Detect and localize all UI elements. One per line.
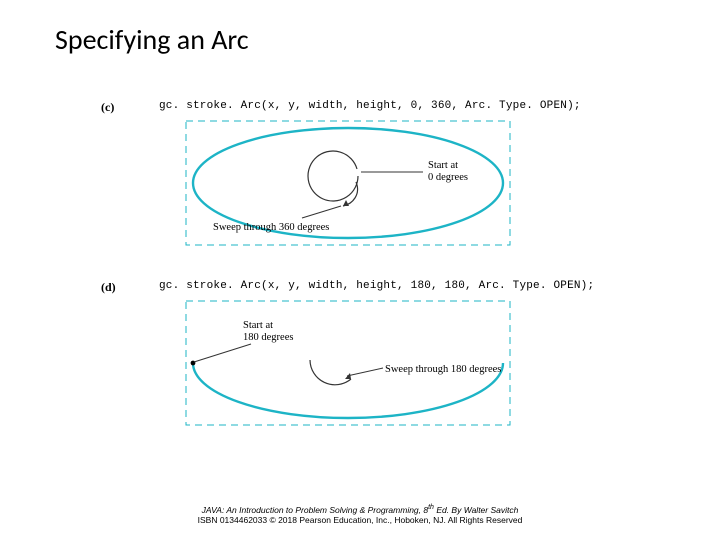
figure-d-code: gc. stroke. Arc(x, y, width, height, 180…: [159, 280, 605, 292]
figure-c-label: (c): [101, 100, 114, 115]
footer-line1-b: , 8: [419, 505, 428, 515]
sweep-label: Sweep through 180 degrees: [385, 364, 501, 375]
start-leader: [194, 344, 251, 362]
figure-d-label: (d): [101, 280, 116, 295]
page-title: Specifying an Arc: [55, 22, 249, 57]
sweep-label: Sweep through 360 degrees: [213, 222, 329, 233]
start-label-line1: Start at: [428, 160, 458, 171]
figure-d: (d) gc. stroke. Arc(x, y, width, height,…: [115, 280, 605, 426]
start-label-line2: 180 degrees: [243, 332, 293, 343]
start-label-line1: Start at: [243, 320, 273, 331]
figures-container: (c) gc. stroke. Arc(x, y, width, height,…: [115, 100, 605, 460]
bounding-box: [186, 301, 510, 425]
footer: JAVA: An Introduction to Problem Solving…: [0, 504, 720, 526]
figure-d-diagram: Start at 180 degrees Sweep through 180 d…: [185, 300, 605, 426]
figure-c-diagram: Start at 0 degrees Sweep through 360 deg…: [185, 120, 605, 246]
sweep-leader: [347, 368, 383, 376]
start-label-line2: 0 degrees: [428, 172, 468, 183]
inner-sweep-circle: [308, 151, 358, 201]
footer-line1-a: JAVA: An Introduction to Problem Solving…: [202, 505, 419, 515]
footer-line1-c: Ed. By Walter Savitch: [434, 505, 518, 515]
inner-sweep-arc: [310, 360, 351, 385]
footer-line2: ISBN 0134462033 © 2018 Pearson Education…: [198, 515, 523, 525]
sweep-leader: [302, 206, 341, 218]
figure-c-code: gc. stroke. Arc(x, y, width, height, 0, …: [159, 100, 605, 112]
figure-c: (c) gc. stroke. Arc(x, y, width, height,…: [115, 100, 605, 246]
sweep-arrow-head: [343, 200, 349, 206]
